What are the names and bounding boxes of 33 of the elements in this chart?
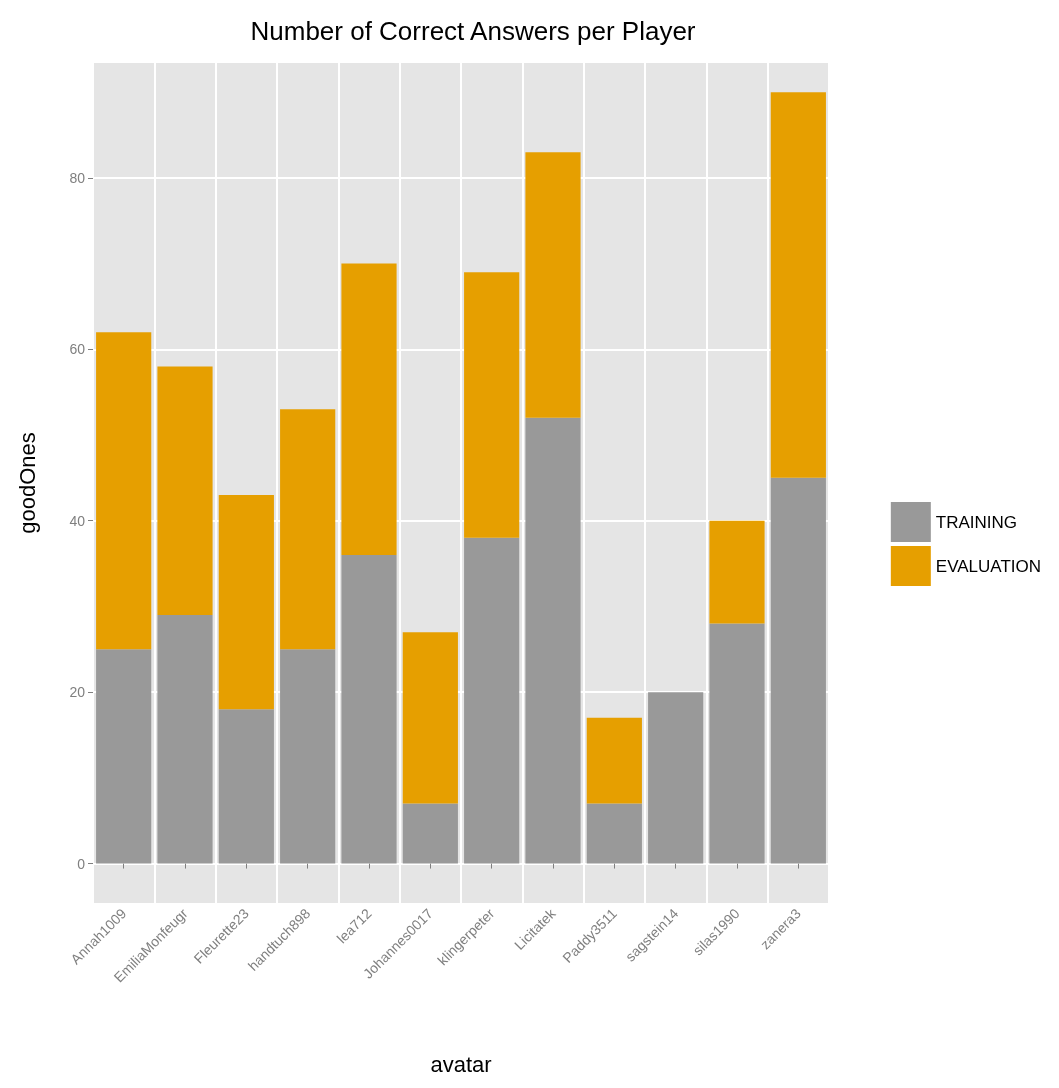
- bar: [402, 803, 458, 864]
- y-tick-label: 20: [69, 684, 86, 701]
- bar: [96, 649, 152, 864]
- bar: [709, 520, 765, 624]
- bar: [96, 332, 152, 650]
- bar: [280, 649, 336, 864]
- x-axis-title: avatar: [430, 1051, 492, 1077]
- bar: [218, 495, 274, 710]
- chart-title: Number of Correct Answers per Player: [250, 16, 696, 46]
- y-axis-title: goodOnes: [14, 432, 40, 534]
- bar: [157, 615, 213, 864]
- legend-label: TRAINING: [935, 512, 1018, 532]
- bar: [770, 477, 826, 864]
- bar: [464, 537, 520, 864]
- bar: [586, 717, 642, 804]
- bar: [341, 555, 397, 864]
- bar: [770, 92, 826, 478]
- bar: [341, 263, 397, 555]
- legend-label: EVALUATION: [935, 556, 1041, 576]
- y-tick-label: 0: [77, 855, 86, 872]
- y-tick-label: 40: [69, 512, 86, 529]
- bar: [586, 803, 642, 864]
- bar: [218, 709, 274, 864]
- y-tick-label: 60: [69, 341, 86, 358]
- bar: [525, 417, 581, 864]
- bar: [402, 632, 458, 804]
- bar: [648, 692, 704, 864]
- bar: [280, 409, 336, 650]
- bar: [709, 623, 765, 864]
- bar: [464, 272, 520, 538]
- bar: [525, 152, 581, 418]
- bar: [157, 366, 213, 615]
- y-tick-label: 80: [69, 169, 86, 186]
